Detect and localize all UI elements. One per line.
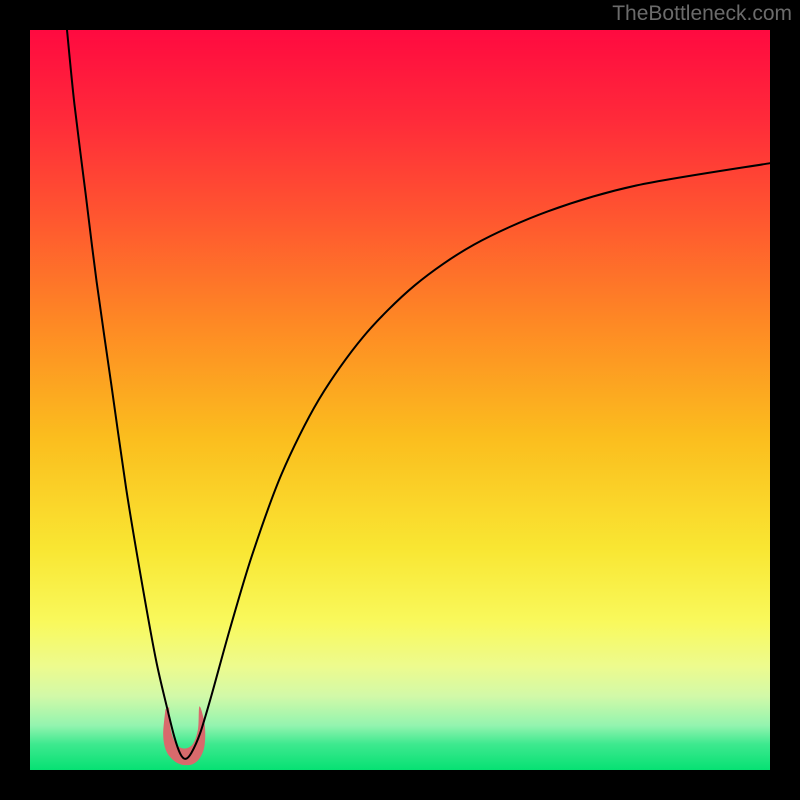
chart-stage: TheBottleneck.com: [0, 0, 800, 800]
gradient-background: [30, 30, 770, 770]
watermark-text: TheBottleneck.com: [612, 2, 792, 26]
bottleneck-chart: [0, 0, 800, 800]
